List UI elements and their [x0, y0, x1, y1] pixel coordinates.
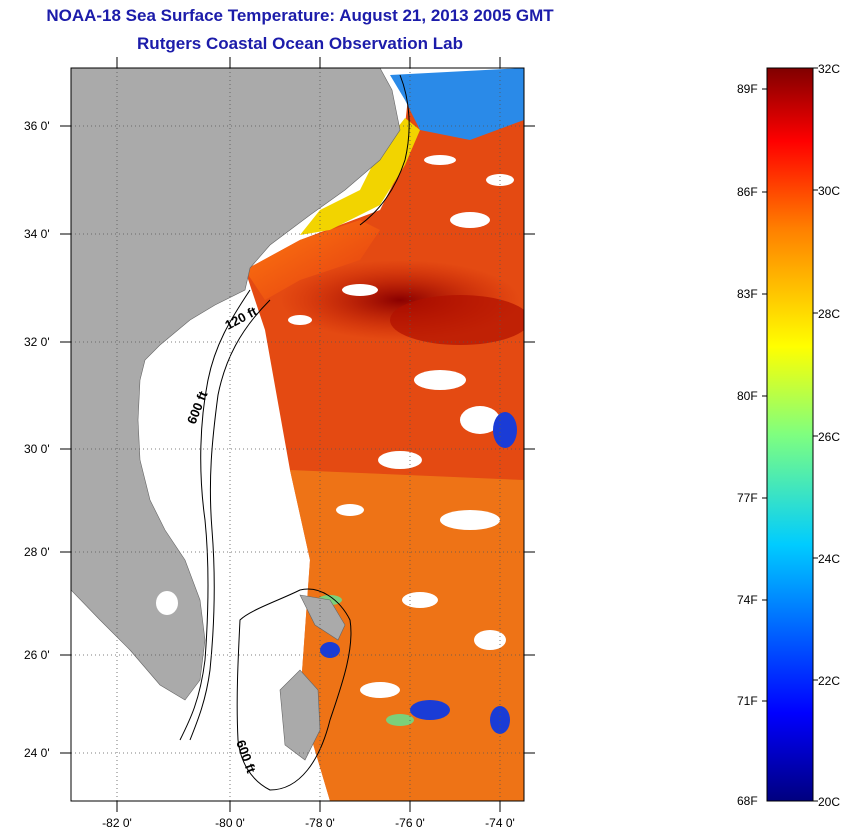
northern-contour — [359, 74, 410, 226]
colorbar-c-label: 20C — [818, 795, 840, 809]
colorbar-ticks — [762, 67, 818, 802]
colorbar-c-label: 22C — [818, 674, 840, 688]
lat-label: 32 0' — [24, 335, 50, 349]
bahamas-andros-island — [279, 669, 321, 761]
map-title: NOAA-18 Sea Surface Temperature: August … — [46, 6, 554, 25]
cool-patches — [320, 412, 517, 734]
colorbar-c-label: 28C — [818, 307, 840, 321]
cloud-gaps — [288, 155, 514, 698]
lon-label: -74 0' — [485, 816, 515, 830]
lat-label: 34 0' — [24, 227, 50, 241]
contour-600ft — [189, 299, 271, 741]
colorbar-f-label: 77F — [737, 491, 758, 505]
colorbar-f-label: 74F — [737, 593, 758, 607]
colorbar-f-label: 68F — [737, 794, 758, 808]
lat-label: 30 0' — [24, 442, 50, 456]
sst-field — [245, 68, 524, 801]
colorbar-f-label: 89F — [737, 82, 758, 96]
lat-labels: 36 0' 34 0' 32 0' 30 0' 28 0' 26 0' 24 0… — [24, 119, 50, 760]
colorbar-c-label: 24C — [818, 552, 840, 566]
colorbar-f-labels: 89F 86F 83F 80F 77F 74F 71F 68F — [737, 82, 758, 808]
colorbar-c-labels: 32C 30C 28C 26C 24C 22C 20C — [818, 62, 840, 809]
lon-label: -76 0' — [395, 816, 425, 830]
colorbar-f-label: 80F — [737, 389, 758, 403]
lat-label: 26 0' — [24, 648, 50, 662]
lon-label: -80 0' — [215, 816, 245, 830]
land — [71, 68, 401, 761]
coastal-warm-band — [245, 220, 380, 300]
lat-label: 28 0' — [24, 545, 50, 559]
colorbar: 89F 86F 83F 80F 77F 74F 71F 68F 32C 30C … — [737, 62, 840, 809]
colorbar-c-label: 26C — [818, 430, 840, 444]
lat-label: 36 0' — [24, 119, 50, 133]
colorbar-c-label: 32C — [818, 62, 840, 76]
bahamas-bank-contour — [236, 588, 352, 791]
cool-northern-water — [390, 68, 524, 140]
map-subtitle: Rutgers Coastal Ocean Observation Lab — [137, 34, 463, 53]
yellow-coastal-band — [300, 118, 420, 235]
lat-label: 24 0' — [24, 746, 50, 760]
contour-120ft — [179, 289, 251, 741]
lon-label: -82 0' — [102, 816, 132, 830]
lon-label: -78 0' — [305, 816, 335, 830]
colorbar-f-label: 83F — [737, 287, 758, 301]
orange-south-region — [290, 470, 524, 801]
bathymetry-contours — [179, 74, 410, 791]
lat-ticks — [60, 125, 535, 754]
colorbar-f-label: 71F — [737, 694, 758, 708]
colorbar-f-label: 86F — [737, 185, 758, 199]
sst-map[interactable]: 120 ft 600 ft 600 ft — [71, 68, 530, 801]
lon-ticks — [116, 57, 501, 812]
bahamas-abaco-island — [299, 594, 346, 641]
colorbar-gradient — [766, 67, 814, 802]
map-frame — [70, 67, 525, 802]
lon-labels: -82 0' -80 0' -78 0' -76 0' -74 0' — [102, 816, 515, 830]
lake-okeechobee — [156, 591, 178, 615]
colorbar-c-label: 30C — [818, 184, 840, 198]
us-mainland — [71, 68, 401, 701]
